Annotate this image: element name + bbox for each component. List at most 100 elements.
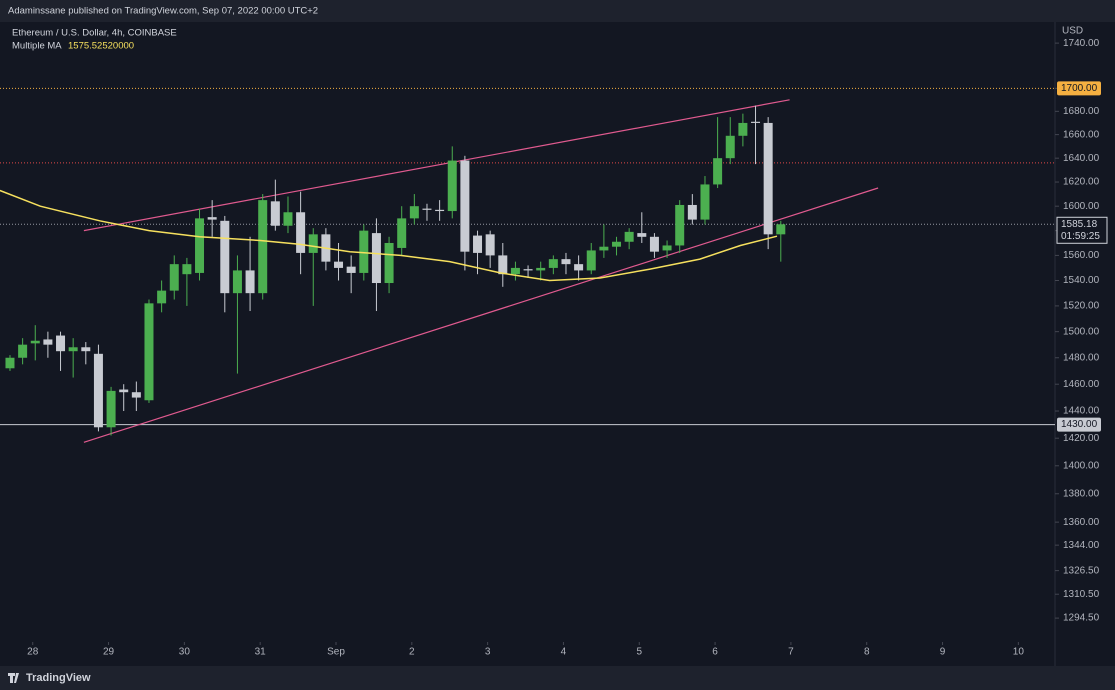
y-tick-label: 1560.00 (1063, 250, 1100, 261)
candle-body (384, 242, 394, 284)
trend-line (83, 99, 790, 232)
x-tick-label: 4 (561, 647, 567, 658)
brand: TradingView (26, 672, 91, 684)
x-tick-label: 5 (636, 647, 642, 658)
candle-body (283, 212, 293, 226)
candle-body (81, 347, 91, 352)
candle-body (675, 204, 685, 246)
ma-name: Multiple MA (12, 41, 62, 52)
x-tick-label: Sep (327, 647, 345, 658)
y-tick-label: 1460.00 (1063, 379, 1100, 390)
candle-body (195, 218, 205, 273)
x-tick-label: 10 (1013, 647, 1025, 658)
y-tick-label: 1540.00 (1063, 275, 1100, 286)
currency: USD (1062, 26, 1083, 37)
y-tick-label: 1660.00 (1063, 129, 1100, 140)
candle-body (56, 335, 66, 352)
candle-body (485, 234, 495, 256)
price-tag-label: 1430.00 (1061, 419, 1098, 430)
y-tick-label: 1310.50 (1063, 589, 1100, 600)
candle-body (637, 233, 647, 237)
candle-body (751, 121, 761, 123)
y-tick-label: 1400.00 (1063, 460, 1100, 471)
y-tick-label: 1294.50 (1063, 613, 1100, 624)
candle-body (473, 235, 483, 253)
candle-body (270, 201, 280, 226)
y-tick-label: 1740.00 (1063, 38, 1100, 49)
x-tick-label: 3 (485, 647, 491, 658)
candle-body (738, 122, 748, 136)
chart-title: Ethereum / U.S. Dollar, 4h, COINBASE (12, 28, 177, 39)
candle-body (599, 246, 609, 251)
candle-body (308, 234, 318, 253)
y-tick-label: 1480.00 (1063, 352, 1100, 363)
candle-body (700, 184, 710, 220)
candle-body (182, 264, 192, 275)
y-tick-label: 1620.00 (1063, 177, 1100, 188)
candle-body (498, 255, 508, 275)
candle-body (106, 390, 116, 428)
trend-line (83, 187, 879, 443)
candle-body (776, 224, 786, 235)
candle-body (207, 217, 217, 220)
x-tick-label: 9 (940, 647, 946, 658)
candle-body (561, 259, 571, 265)
candle-body (612, 241, 622, 247)
top-bar (0, 0, 1115, 22)
x-tick-label: 2 (409, 647, 415, 658)
candle-body (119, 389, 129, 393)
y-tick-label: 1344.00 (1063, 540, 1100, 551)
candle-body (447, 160, 457, 212)
price-tag (1057, 417, 1101, 432)
candle-body (460, 160, 470, 252)
candle-body (687, 204, 697, 220)
candle-body (258, 200, 268, 294)
candle-body (157, 290, 167, 304)
x-tick-label: 7 (788, 647, 794, 658)
x-tick-label: 31 (255, 647, 267, 658)
price-tag (1057, 81, 1101, 96)
candle-body (334, 261, 344, 268)
published: Adaminssane published on TradingView.com… (8, 6, 318, 17)
x-tick-label: 8 (864, 647, 870, 658)
x-tick-label: 30 (179, 647, 191, 658)
candle-body (18, 344, 28, 358)
candle-body (725, 135, 735, 159)
candle-body (232, 270, 242, 294)
y-tick-label: 1326.50 (1063, 565, 1100, 576)
candle-body (510, 267, 520, 275)
logo (8, 673, 19, 683)
candle-body (296, 212, 306, 253)
price-label: 1585.18 (1061, 219, 1098, 230)
candle-body (144, 303, 154, 401)
y-tick-label: 1680.00 (1063, 106, 1100, 117)
candle-body (346, 266, 356, 273)
candle-body (409, 206, 419, 219)
candle-body (5, 357, 15, 369)
bottom-bar (0, 666, 1115, 690)
candle-body (548, 259, 558, 268)
x-tick-label: 28 (27, 647, 39, 658)
candle-body (43, 339, 53, 345)
candle-body (30, 340, 40, 344)
candle-body (586, 250, 596, 271)
candle-body (245, 270, 255, 294)
x-tick-label: 6 (712, 647, 718, 658)
y-tick-label: 1500.00 (1063, 326, 1100, 337)
candle-body (536, 267, 546, 271)
candle-body (713, 158, 723, 185)
candle-body (649, 236, 659, 252)
candle-body (435, 209, 445, 212)
candle-body (371, 233, 381, 284)
y-tick-label: 1440.00 (1063, 406, 1100, 417)
y-tick-label: 1600.00 (1063, 201, 1100, 212)
candle-body (763, 122, 773, 235)
candle-body (131, 392, 141, 398)
candle-body (220, 220, 230, 294)
candle-body (93, 353, 103, 428)
y-tick-label: 1420.00 (1063, 433, 1100, 444)
candle-body (662, 245, 672, 251)
candle-body (523, 269, 533, 271)
countdown: 01:59:25 (1061, 231, 1100, 242)
